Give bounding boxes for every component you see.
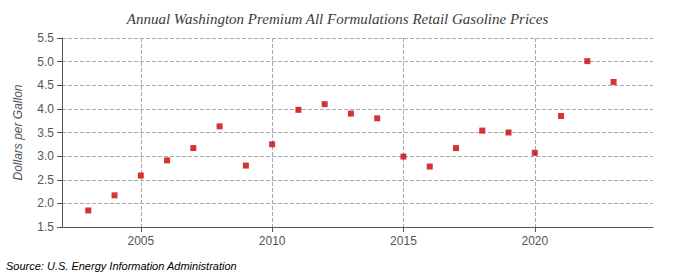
svg-text:5.5: 5.5 [37,31,54,45]
svg-text:2.0: 2.0 [37,196,54,210]
svg-text:1.5: 1.5 [37,220,54,234]
svg-text:2020: 2020 [521,234,548,248]
svg-text:Annual Washington Premium All: Annual Washington Premium All Formulatio… [126,11,549,27]
svg-text:4.5: 4.5 [37,78,54,92]
svg-text:2.5: 2.5 [37,173,54,187]
svg-text:3.5: 3.5 [37,126,54,140]
svg-text:2015: 2015 [390,234,417,248]
svg-text:5.0: 5.0 [37,55,54,69]
svg-text:Dollars per Gallon: Dollars per Gallon [11,84,25,180]
svg-text:3.0: 3.0 [37,149,54,163]
svg-text:Source: U.S. Energy Informatio: Source: U.S. Energy Information Administ… [6,260,237,272]
svg-text:2010: 2010 [259,234,286,248]
svg-text:4.0: 4.0 [37,102,54,116]
svg-text:2005: 2005 [127,234,154,248]
